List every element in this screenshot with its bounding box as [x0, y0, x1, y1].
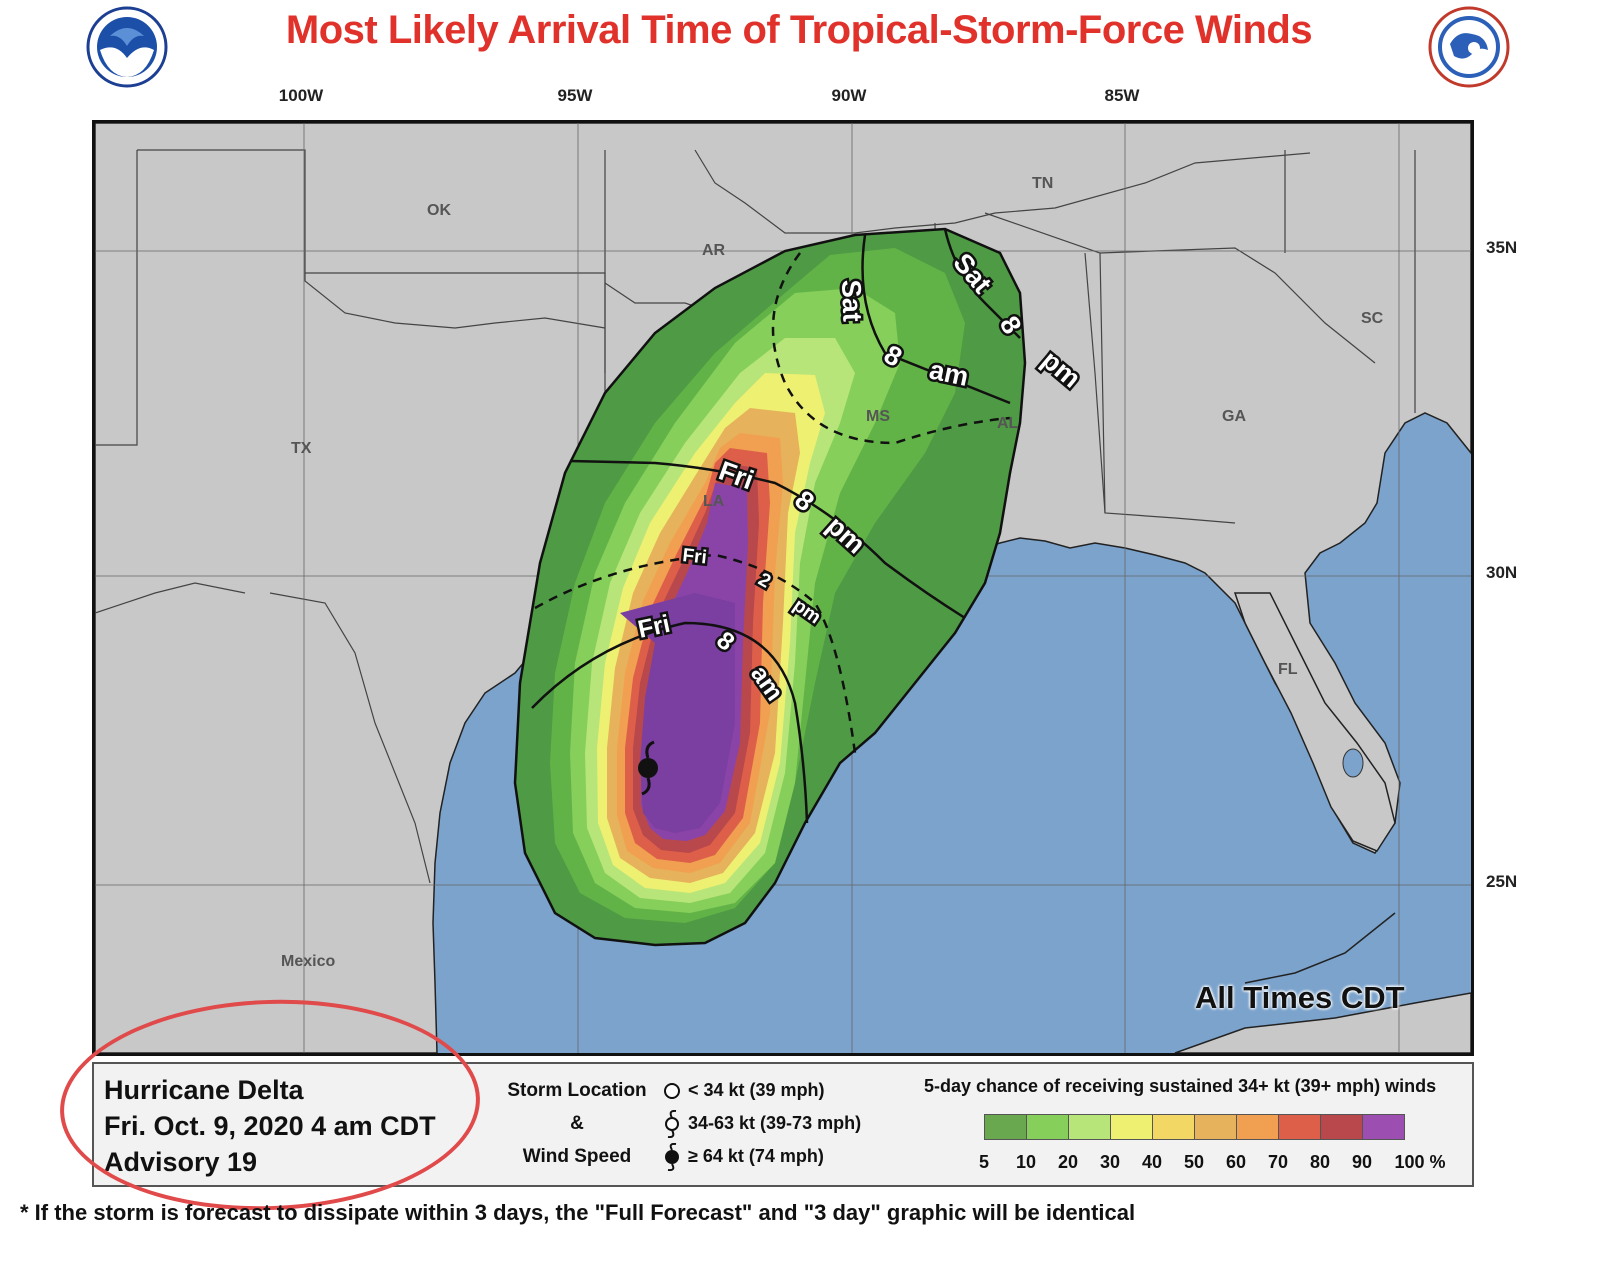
probability-tick-1: 10 — [1015, 1152, 1037, 1172]
state-label-al: AL — [997, 415, 1019, 432]
probability-swatch-1 — [1026, 1114, 1069, 1140]
state-label-ok: OK — [427, 202, 451, 219]
lon-label-95w: 95W — [557, 86, 593, 105]
legend-panel: Hurricane Delta Fri. Oct. 9, 2020 4 am C… — [92, 1062, 1474, 1187]
probability-swatch-0 — [984, 1114, 1027, 1140]
chance-legend-title: 5-day chance of receiving sustained 34+ … — [924, 1076, 1437, 1096]
probability-swatch-9 — [1362, 1114, 1405, 1140]
state-label-tx: TX — [291, 440, 312, 457]
storm-name: Hurricane Delta — [104, 1075, 304, 1105]
florida-keys — [1244, 912, 1396, 984]
probability-tick-8: 80 — [1309, 1152, 1331, 1172]
tropical-storm-icon — [665, 1109, 679, 1138]
lon-label-100w: 100W — [278, 86, 324, 105]
storm-location-line1: Storm Location — [507, 1080, 647, 1101]
hurricane-symbol — [638, 740, 658, 796]
storm-location-line2: & — [570, 1113, 584, 1134]
label-fri-2pm-day: Fri — [681, 545, 707, 568]
probability-tick-5: 50 — [1183, 1152, 1205, 1172]
contour-sat-8pm — [943, 228, 1021, 339]
probability-tick-4: 40 — [1141, 1152, 1163, 1172]
hurricane-icon — [665, 1142, 679, 1171]
wind-row-low: < 34 kt (39 mph) — [662, 1074, 861, 1107]
wind-speed-legend: < 34 kt (39 mph) 34-63 kt (39-73 mph) ≥ … — [662, 1074, 861, 1173]
all-times-cdt: All Times CDT — [1195, 980, 1405, 1015]
probability-tick-2: 20 — [1057, 1152, 1079, 1172]
wind-row-high: ≥ 64 kt (74 mph) — [662, 1140, 861, 1173]
label-mexico: Mexico — [281, 953, 335, 970]
probability-swatch-5 — [1194, 1114, 1237, 1140]
probability-ticks: 5 10 20 30 40 50 60 70 80 90 100 % — [972, 1152, 1472, 1176]
probability-swatch-6 — [1236, 1114, 1279, 1140]
lat-label-25n: 25N — [1486, 872, 1518, 891]
state-label-la: LA — [703, 493, 725, 510]
wind-row-mid-label: 34-63 kt (39-73 mph) — [688, 1113, 862, 1133]
state-label-sc: SC — [1361, 310, 1384, 327]
probability-tick-6: 60 — [1225, 1152, 1247, 1172]
probability-swatch-4 — [1152, 1114, 1195, 1140]
forecast-map: OK AR TN TX LA MS AL GA SC FL Mexico Fri… — [92, 120, 1474, 1056]
wind-row-high-label: ≥ 64 kt (74 mph) — [688, 1146, 824, 1166]
probability-swatch-8 — [1320, 1114, 1363, 1140]
probability-swatches — [984, 1114, 1405, 1140]
probability-tick-0: 5 — [978, 1152, 990, 1172]
wind-row-low-label: < 34 kt (39 mph) — [688, 1080, 825, 1100]
time-contours-dashed — [534, 252, 1011, 754]
lat-label-35n: 35N — [1486, 238, 1518, 257]
contour-fri-8pm — [569, 459, 966, 620]
probability-swatch-7 — [1278, 1114, 1321, 1140]
probability-tick-3: 30 — [1099, 1152, 1121, 1172]
footnote: * If the storm is forecast to dissipate … — [20, 1200, 1136, 1225]
storm-date: Fri. Oct. 9, 2020 4 am CDT — [104, 1111, 436, 1141]
storm-info: Hurricane Delta Fri. Oct. 9, 2020 4 am C… — [104, 1072, 436, 1180]
contour-dashed-upper — [771, 252, 1011, 445]
time-contours — [531, 228, 1021, 824]
contour-fri-8am — [531, 621, 809, 824]
storm-location-line3: Wind Speed — [522, 1146, 632, 1167]
map-title: Most Likely Arrival Time of Tropical-Sto… — [285, 8, 1313, 52]
contour-fri-2pm — [534, 553, 857, 754]
noaa-logo — [86, 6, 168, 88]
state-label-ms: MS — [866, 408, 890, 425]
state-label-fl: FL — [1278, 661, 1298, 678]
storm-location-heading: Storm Location & Wind Speed — [502, 1074, 652, 1173]
storm-advisory: Advisory 19 — [104, 1147, 258, 1177]
probability-swatch-3 — [1110, 1114, 1153, 1140]
wind-row-mid: 34-63 kt (39-73 mph) — [662, 1107, 861, 1140]
lat-label-30n: 30N — [1486, 563, 1518, 582]
florida-peninsula — [1233, 592, 1396, 852]
probability-swatch-2 — [1068, 1114, 1111, 1140]
probability-tick-7: 70 — [1267, 1152, 1289, 1172]
state-label-ar: AR — [702, 242, 726, 259]
lake-okeechobee — [1342, 748, 1364, 778]
open-circle-icon — [664, 1082, 680, 1099]
lon-label-85w: 85W — [1104, 86, 1140, 105]
label-sat-8am-day: Sat — [836, 279, 867, 322]
state-label-tn: TN — [1032, 175, 1053, 192]
contour-sat-8am — [861, 234, 1011, 405]
state-label-ga: GA — [1222, 408, 1246, 425]
cuba — [1174, 992, 1471, 1053]
lon-label-90w: 90W — [831, 86, 867, 105]
nws-logo — [1428, 6, 1510, 88]
probability-tick-10: 100 % — [1394, 1152, 1446, 1172]
probability-tick-9: 90 — [1351, 1152, 1373, 1172]
